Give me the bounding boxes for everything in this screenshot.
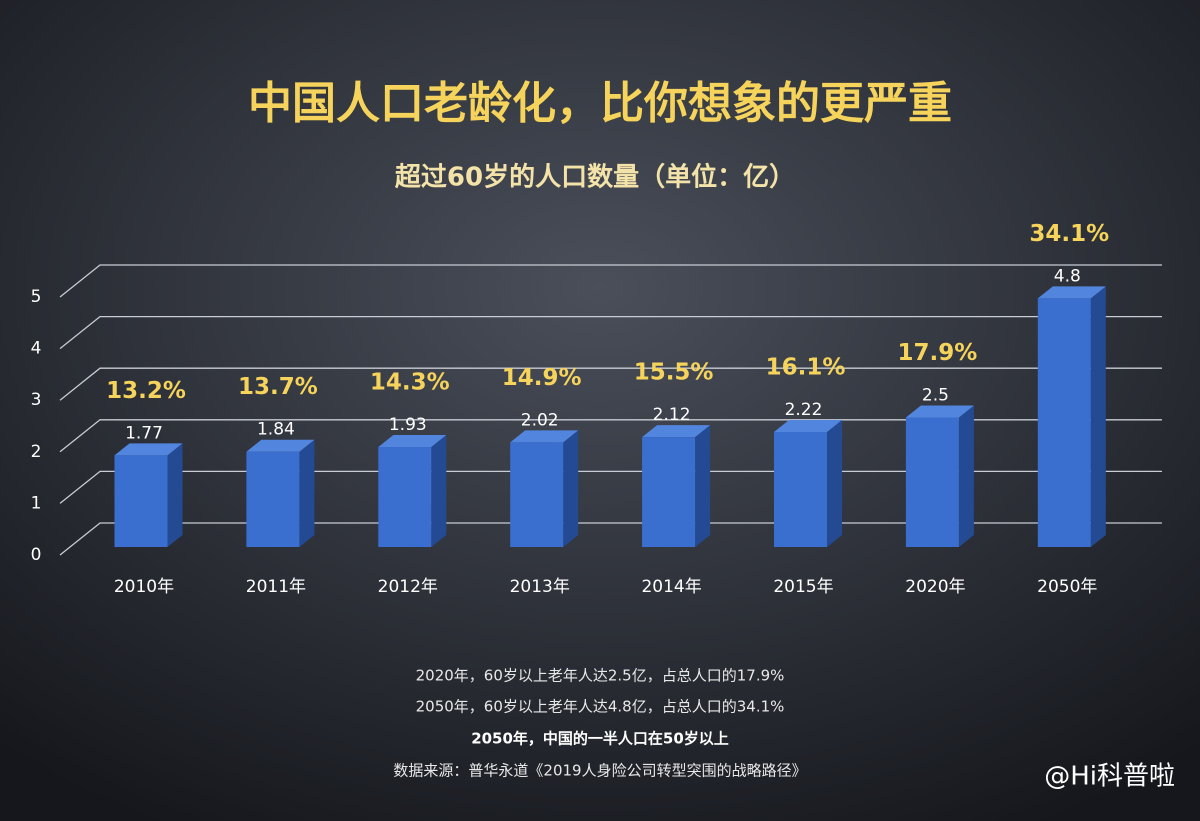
x-tick-label: 2013年 bbox=[510, 577, 570, 597]
bar bbox=[246, 451, 300, 547]
bar-top bbox=[510, 430, 579, 443]
bar bbox=[114, 455, 168, 547]
y-tick-label: 2 bbox=[31, 442, 42, 462]
y-tick-label: 1 bbox=[31, 493, 42, 513]
grid-line bbox=[59, 419, 1162, 453]
source: 数据来源：普华永道《2019人身险公司转型突围的战略路径》 bbox=[393, 762, 806, 780]
value-label: 2.02 bbox=[521, 410, 559, 430]
value-label: 2.5 bbox=[922, 386, 949, 406]
grid-line bbox=[59, 367, 1162, 401]
bar-top bbox=[114, 443, 183, 456]
bar-side bbox=[695, 425, 711, 547]
value-label: 2.12 bbox=[653, 405, 691, 425]
note: 2020年，60岁以上老年人达2.5亿，占总人口的17.9% bbox=[416, 667, 785, 685]
x-tick-label: 2015年 bbox=[773, 577, 833, 597]
bar-side bbox=[958, 405, 974, 547]
y-tick-label: 3 bbox=[31, 390, 42, 410]
percent-label: 13.2% bbox=[106, 378, 186, 404]
bar bbox=[378, 447, 432, 547]
bar-top bbox=[774, 420, 842, 433]
bar-side bbox=[431, 435, 447, 547]
percent-label: 34.1% bbox=[1029, 221, 1109, 247]
bar bbox=[1037, 298, 1091, 547]
percent-label: 15.5% bbox=[634, 360, 714, 386]
y-tick-label: 4 bbox=[31, 339, 42, 359]
value-label: 1.93 bbox=[389, 415, 427, 435]
watermark: @Hi科普啦 bbox=[1044, 762, 1175, 792]
x-tick-label: 2050年 bbox=[1037, 577, 1097, 597]
percent-label: 14.3% bbox=[370, 370, 450, 396]
bar bbox=[905, 417, 959, 547]
x-tick-label: 2011年 bbox=[246, 577, 306, 597]
bar bbox=[642, 437, 696, 547]
grid-line bbox=[59, 264, 1162, 298]
bar-top bbox=[378, 435, 447, 448]
bar-side bbox=[299, 439, 315, 547]
x-tick-label: 2012年 bbox=[378, 577, 438, 597]
bar-top bbox=[642, 425, 711, 438]
bar-top bbox=[1037, 286, 1106, 299]
bar bbox=[510, 442, 564, 547]
chart-title: 中国人口老龄化，比你想象的更严重 bbox=[248, 78, 952, 129]
value-label: 1.84 bbox=[257, 420, 295, 440]
x-tick-label: 2014年 bbox=[641, 577, 701, 597]
value-label: 2.22 bbox=[785, 400, 823, 420]
x-tick-label: 2020年 bbox=[905, 577, 965, 597]
bar-top bbox=[905, 405, 974, 418]
bar bbox=[774, 432, 827, 547]
bar-top bbox=[246, 439, 315, 452]
bar-side bbox=[167, 443, 183, 547]
percent-label: 16.1% bbox=[766, 355, 846, 381]
y-tick-label: 5 bbox=[31, 287, 42, 307]
percent-label: 17.9% bbox=[898, 340, 978, 366]
x-tick-label: 2010年 bbox=[114, 577, 174, 597]
note: 2050年，60岁以上老年人达4.8亿，占总人口的34.1% bbox=[416, 698, 785, 716]
bar-side bbox=[827, 420, 842, 547]
value-label: 4.8 bbox=[1054, 266, 1081, 286]
value-label: 1.77 bbox=[125, 423, 163, 443]
bar-side bbox=[1090, 286, 1106, 547]
percent-label: 13.7% bbox=[238, 374, 318, 400]
grid-line bbox=[59, 315, 1162, 350]
note: 2050年，中国的一半人口在50岁以上 bbox=[471, 730, 729, 748]
y-tick-label: 0 bbox=[31, 545, 42, 565]
bar-side bbox=[563, 430, 579, 547]
percent-label: 14.9% bbox=[502, 365, 582, 391]
chart-subtitle: 超过60岁的人口数量（单位：亿） bbox=[395, 162, 795, 193]
